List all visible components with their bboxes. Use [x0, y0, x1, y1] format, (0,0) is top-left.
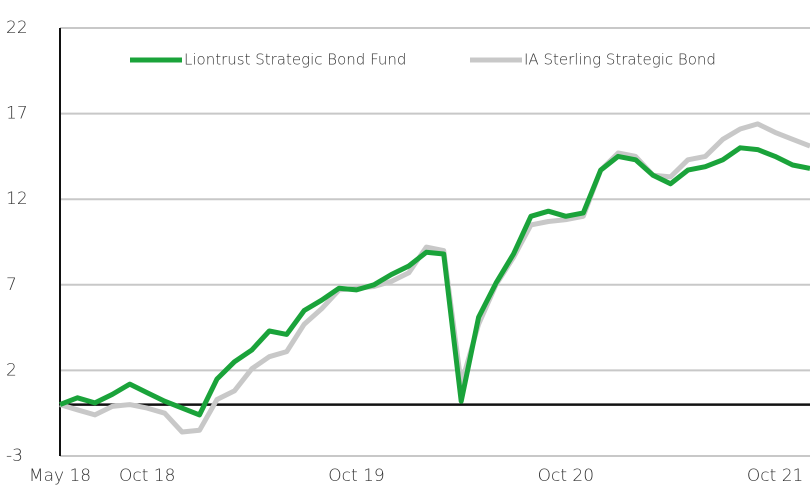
x-tick-label: Oct 20: [538, 466, 594, 486]
x-tick-label: Oct 19: [328, 466, 384, 486]
series-line: [59, 121, 810, 435]
x-tick-label: May 18: [29, 466, 91, 486]
y-tick-label: 22: [6, 18, 28, 38]
x-tick-label: Oct 18: [119, 466, 175, 486]
x-tick-label: Oct 21: [747, 466, 803, 486]
y-tick-label: 17: [6, 104, 28, 124]
y-tick-label: 7: [6, 275, 17, 295]
y-tick-label: 2: [6, 360, 17, 380]
series-line: [59, 145, 810, 418]
y-tick-label: 12: [6, 189, 28, 209]
legend-label: IA Sterling Strategic Bond: [524, 51, 716, 69]
y-tick-label: -3: [6, 446, 23, 466]
legend-label: Liontrust Strategic Bond Fund: [184, 51, 406, 69]
